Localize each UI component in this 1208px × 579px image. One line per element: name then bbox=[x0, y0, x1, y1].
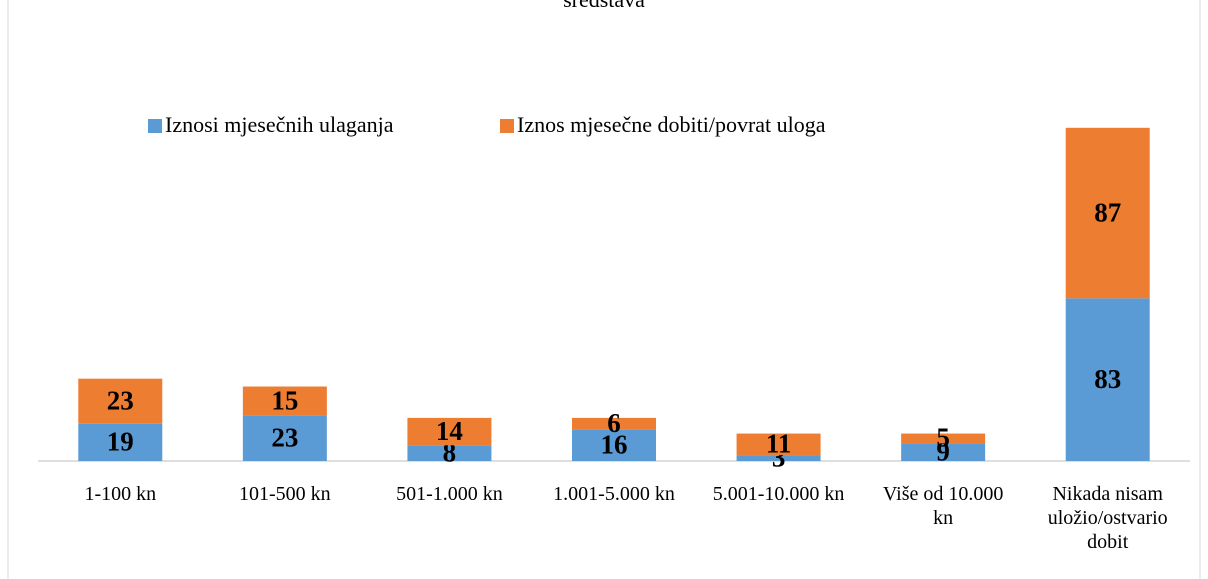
data-label: 14 bbox=[436, 416, 463, 446]
data-label: 5 bbox=[936, 423, 950, 453]
x-tick-label: Više od 10.000 kn bbox=[882, 483, 1004, 529]
bar-segment bbox=[572, 417, 656, 430]
bar-segment bbox=[407, 445, 492, 461]
legend-swatch bbox=[500, 119, 514, 133]
data-label: 23 bbox=[271, 423, 298, 453]
bar-segment bbox=[242, 415, 327, 461]
bar-segment bbox=[572, 429, 656, 461]
bar-segment bbox=[407, 417, 492, 446]
data-label: 83 bbox=[1094, 364, 1121, 394]
data-label: 15 bbox=[271, 385, 298, 415]
data-label: 19 bbox=[107, 427, 134, 457]
bar-segment bbox=[901, 433, 986, 444]
bar-segment bbox=[901, 443, 986, 461]
bar-segment bbox=[78, 423, 163, 461]
bar-segment bbox=[242, 386, 327, 416]
x-tick-label: 1-100 kn bbox=[84, 483, 157, 505]
data-label: 11 bbox=[766, 429, 792, 459]
x-tick-label: 501-1.000 kn bbox=[396, 483, 503, 505]
x-tick-label: 5.001-10.000 kn bbox=[712, 483, 845, 505]
legend-label: Iznosi mjesečnih ulaganja bbox=[165, 112, 394, 137]
data-label: 16 bbox=[601, 430, 628, 460]
x-tick-label: 101-500 kn bbox=[239, 483, 331, 505]
legend-label: Iznos mjesečne dobiti/povrat uloga bbox=[517, 112, 826, 137]
legend-swatch bbox=[148, 119, 162, 133]
bar-segment bbox=[736, 433, 821, 456]
chart-frame bbox=[7, 0, 1201, 579]
data-label: 23 bbox=[107, 385, 134, 415]
x-tick-label: 1.001-5.000 kn bbox=[553, 483, 675, 505]
data-label: 87 bbox=[1094, 197, 1121, 227]
bar-segment bbox=[1065, 127, 1150, 299]
bar-segment bbox=[1065, 298, 1150, 461]
bar-segment bbox=[736, 455, 821, 461]
data-label: 9 bbox=[936, 436, 950, 466]
data-label: 6 bbox=[607, 408, 621, 438]
chart-title: sredstava bbox=[563, 0, 645, 12]
bar-segment bbox=[78, 378, 163, 424]
x-tick-label: Nikada nisam uložio/ostvario dobit bbox=[1047, 483, 1168, 553]
